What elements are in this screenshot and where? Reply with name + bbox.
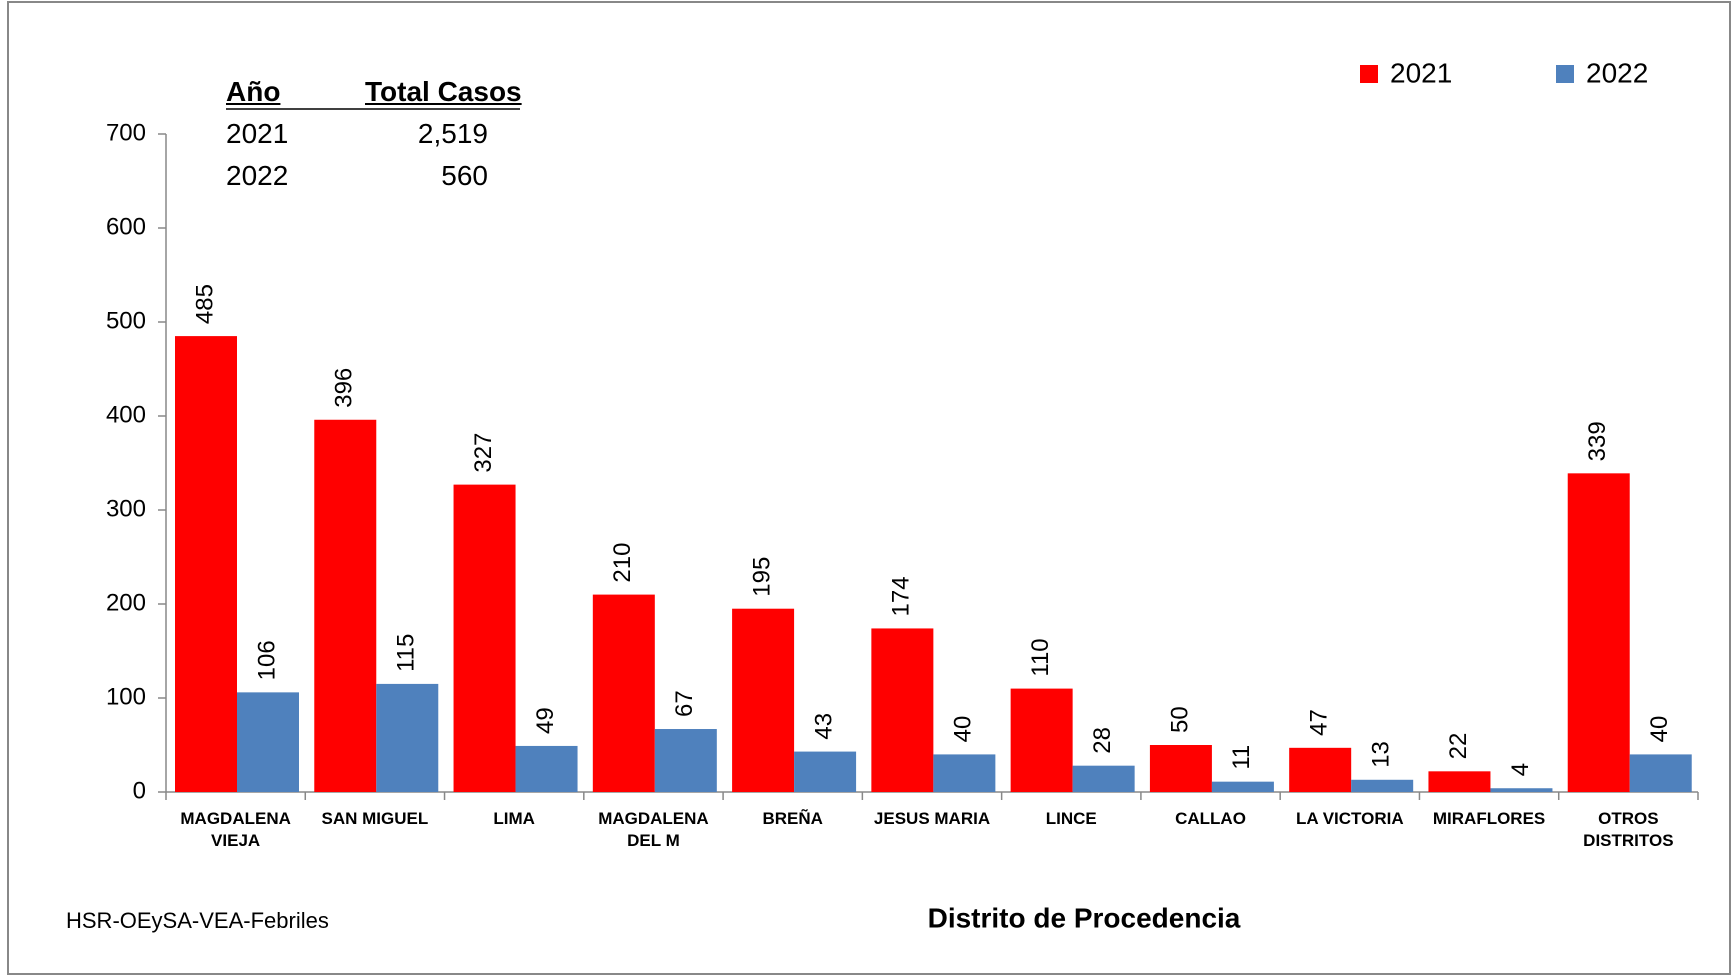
value-label: 40 <box>1646 716 1673 743</box>
value-label: 11 <box>1228 745 1255 770</box>
value-label: 13 <box>1368 741 1395 768</box>
bar <box>1211 781 1274 792</box>
legend-swatch <box>1360 65 1378 83</box>
value-label: 396 <box>331 368 358 408</box>
x-tick-label: MAGDALENA VIEJA <box>180 809 291 850</box>
bar <box>1149 745 1212 792</box>
y-tick-label: 100 <box>106 683 146 710</box>
y-tick-label: 700 <box>106 119 146 146</box>
value-label: 49 <box>532 707 559 734</box>
value-label: 47 <box>1306 709 1333 736</box>
y-tick-label: 300 <box>106 495 146 522</box>
table-cell: 2021 <box>226 118 289 149</box>
x-tick-label: LA VICTORIA <box>1295 809 1404 828</box>
x-axis-title: Distrito de Procedencia <box>928 902 1241 933</box>
bar <box>515 745 578 792</box>
value-label: 115 <box>393 634 420 672</box>
y-tick-label: 600 <box>106 213 146 240</box>
bar <box>1567 473 1630 792</box>
bar <box>314 419 377 792</box>
x-tick-label: BREÑA <box>762 809 823 828</box>
chart-frame <box>7 1 1731 975</box>
value-label: 485 <box>191 284 218 324</box>
y-tick-label: 500 <box>106 307 146 334</box>
bar <box>732 608 795 792</box>
value-label: 106 <box>253 640 280 680</box>
table-header: Total Casos <box>365 76 522 107</box>
bar <box>1072 765 1135 792</box>
y-tick-label: 400 <box>106 401 146 428</box>
bar <box>376 683 439 792</box>
value-label: 110 <box>1027 638 1054 676</box>
value-label: 22 <box>1445 733 1472 760</box>
legend-swatch <box>1556 65 1574 83</box>
value-label: 339 <box>1584 421 1611 461</box>
bar <box>1351 779 1414 792</box>
value-label: 210 <box>609 543 636 583</box>
x-tick-label: LIMA <box>493 809 535 828</box>
table-header: Año <box>226 76 281 107</box>
value-label: 327 <box>470 433 497 473</box>
x-tick-label: OTROS DISTRITOS <box>1583 809 1674 850</box>
bar <box>933 754 996 792</box>
legend-label: 2022 <box>1586 57 1648 88</box>
bar <box>1010 688 1073 792</box>
bar <box>794 751 857 792</box>
bar <box>1629 754 1692 792</box>
bar <box>654 729 717 792</box>
bar <box>592 594 655 792</box>
x-tick-label: JESUS MARIA <box>873 809 991 828</box>
source-note: HSR-OEySA-VEA-Febriles <box>66 908 329 933</box>
bar <box>1490 788 1553 792</box>
x-tick-label: LINCE <box>1045 809 1097 828</box>
bar <box>453 484 516 792</box>
x-tick-label: SAN MIGUEL <box>321 809 429 828</box>
bar <box>175 336 237 792</box>
value-label: 40 <box>950 716 977 743</box>
value-label: 174 <box>888 576 915 616</box>
x-tick-label: MIRAFLORES <box>1432 809 1546 828</box>
value-label: 50 <box>1166 706 1193 733</box>
bar <box>1428 771 1491 792</box>
x-tick-label: CALLAO <box>1175 809 1246 828</box>
value-label: 195 <box>748 557 775 597</box>
bar <box>237 692 299 792</box>
value-label: 67 <box>671 690 698 717</box>
legend-label: 2021 <box>1390 57 1452 88</box>
y-tick-label: 0 <box>133 777 146 804</box>
y-tick-label: 200 <box>106 589 146 616</box>
table-cell: 2,519 <box>417 118 488 149</box>
bar <box>1289 747 1352 792</box>
bar <box>871 628 934 792</box>
table-cell: 560 <box>441 160 488 191</box>
x-tick-label: MAGDALENA DEL M <box>598 809 709 850</box>
value-label: 4 <box>1507 763 1534 776</box>
value-label: 43 <box>810 713 837 740</box>
table-cell: 2022 <box>226 160 289 191</box>
value-label: 28 <box>1089 727 1116 754</box>
